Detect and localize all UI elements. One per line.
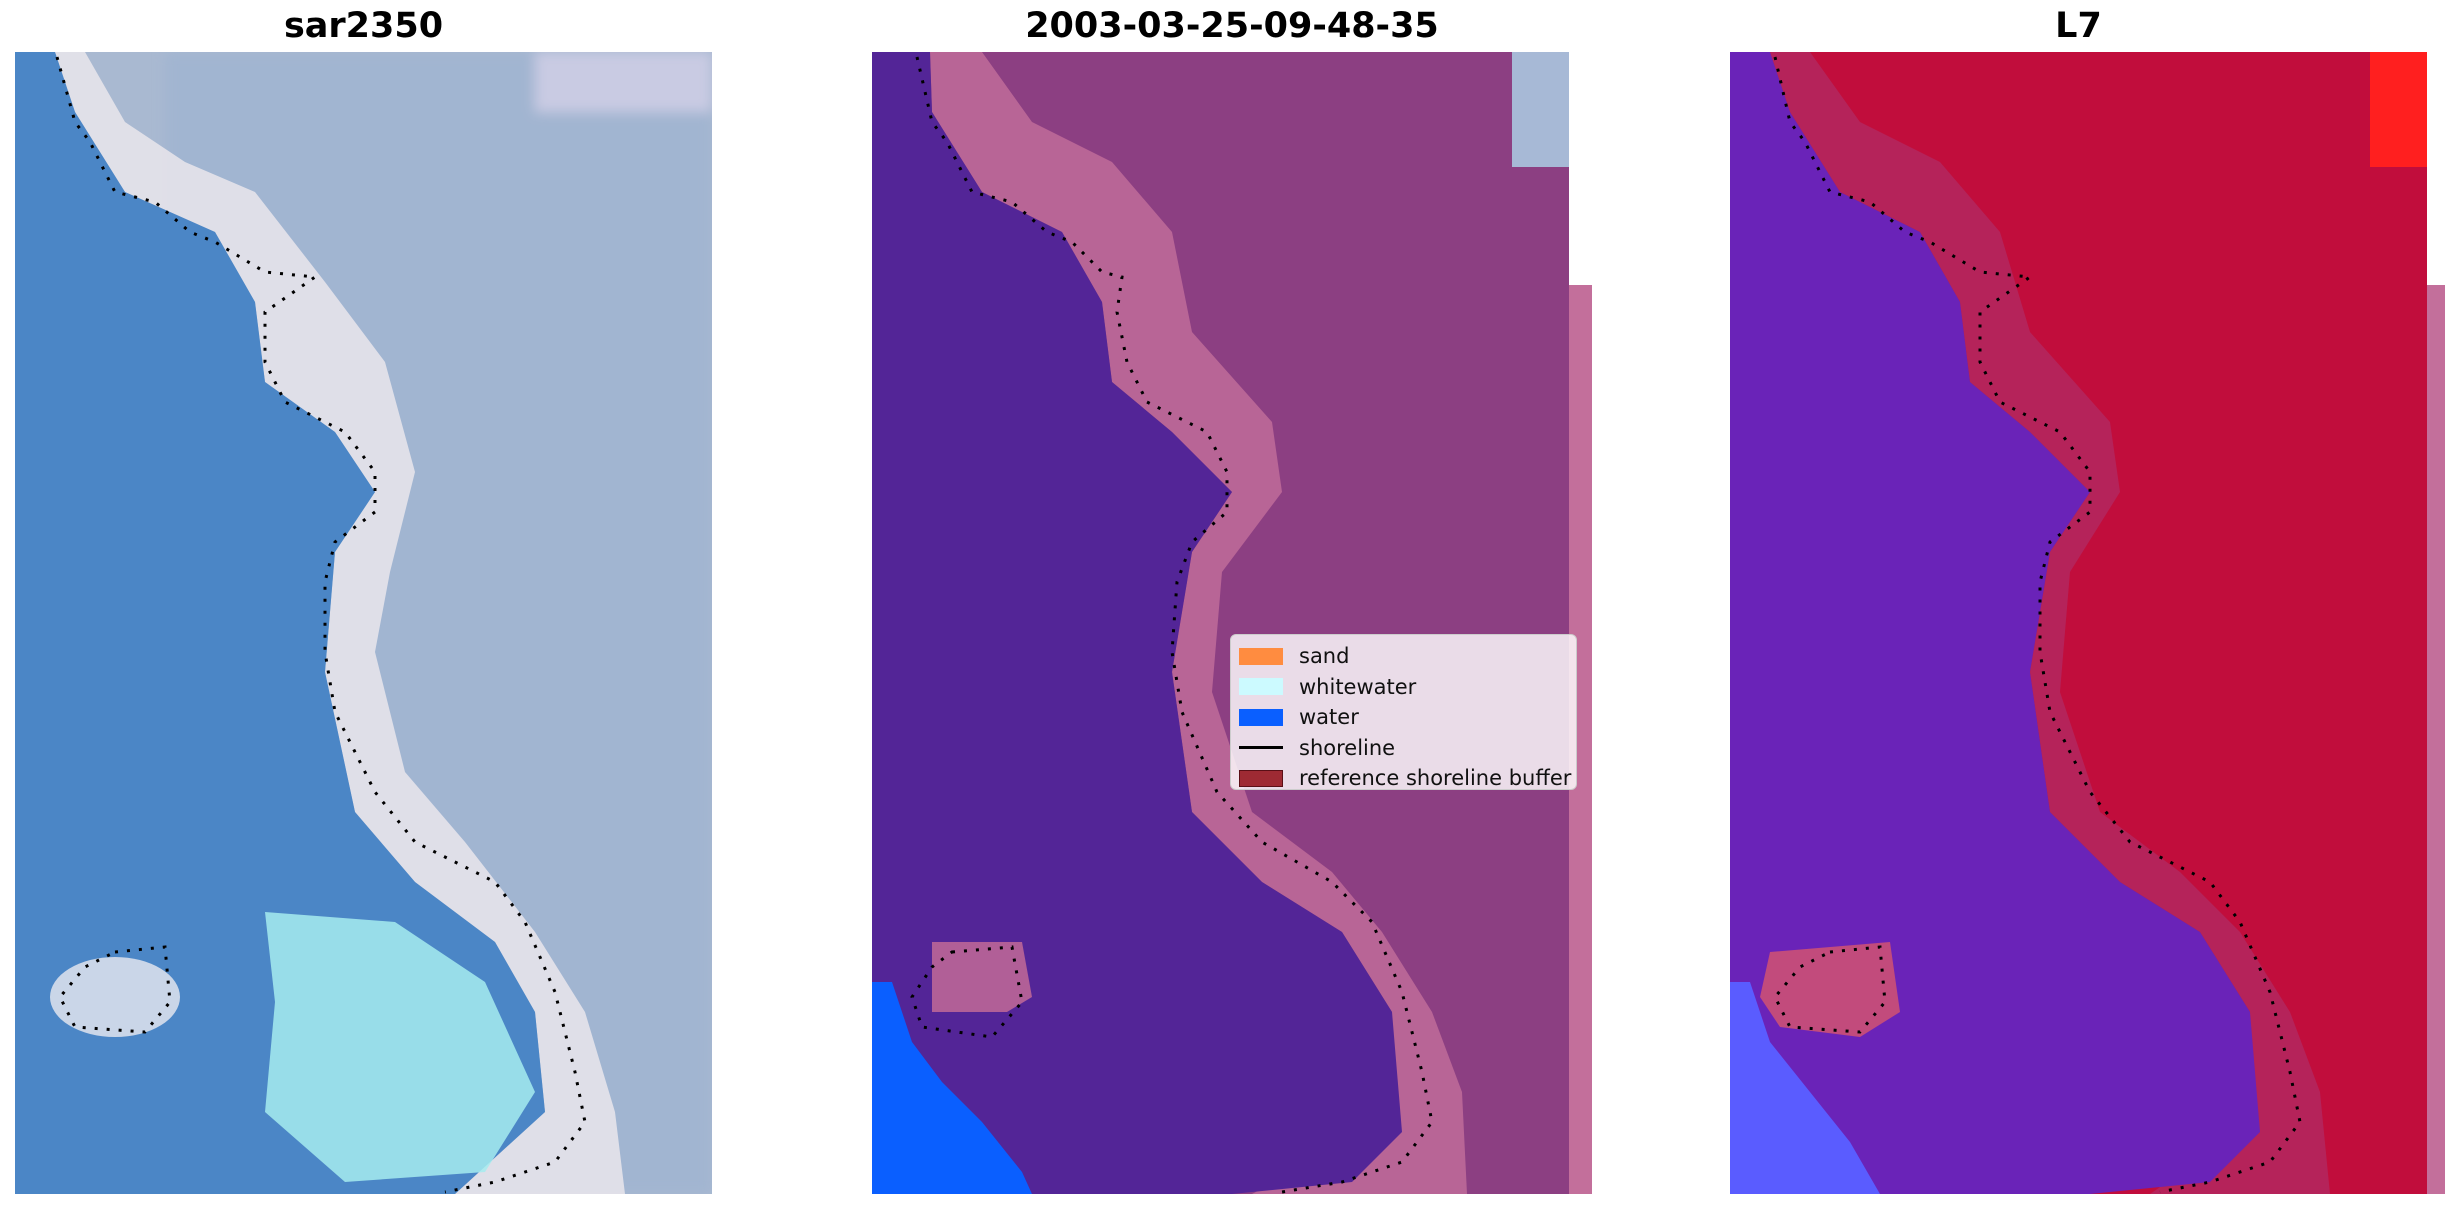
nir-bright-corner — [2370, 52, 2427, 167]
class-buffer-band — [930, 52, 1467, 1194]
legend-label: reference shoreline buffer — [1299, 766, 1572, 791]
legend-label: sand — [1299, 644, 1350, 669]
rgb-lagoon — [265, 912, 535, 1182]
rgb-water — [15, 52, 545, 1194]
nir-image-panel — [1730, 52, 2427, 1194]
panel-title-rgb: sar2350 — [283, 6, 444, 46]
rgb-shoreline — [55, 56, 587, 1194]
legend-item-sand: sand — [1239, 641, 1576, 672]
nir-bright-water — [1730, 982, 1880, 1194]
nir-image — [1730, 52, 2427, 1194]
reference-buffer-strip — [1569, 285, 1592, 1194]
class-sandbar — [932, 942, 1032, 1012]
nir-transition-band — [1770, 52, 2330, 1194]
legend-label: shoreline — [1299, 735, 1396, 760]
classified-image-panel — [872, 52, 1592, 1194]
legend-swatch-whitewater — [1239, 678, 1283, 696]
legend-label: water — [1299, 705, 1359, 730]
legend-item-whitewater: whitewater — [1239, 672, 1576, 703]
legend-swatch-reference-buffer — [1239, 769, 1283, 787]
legend-item-reference-buffer: reference shoreline buffer — [1239, 763, 1576, 794]
legend-label: whitewater — [1299, 674, 1417, 699]
nir-water — [1730, 52, 2260, 1194]
legend: sand whitewater water shoreline referenc… — [1230, 634, 1577, 790]
nir-sandbar — [1760, 942, 1900, 1037]
rgb-sandbar — [50, 957, 180, 1037]
legend-swatch-water — [1239, 708, 1283, 726]
class-water — [872, 52, 1402, 1194]
rgb-surf-zone — [55, 52, 625, 1194]
legend-swatch-sand — [1239, 647, 1283, 665]
class-whitewater-corner — [1512, 52, 1569, 167]
legend-item-water: water — [1239, 702, 1576, 733]
classified-image — [872, 52, 1592, 1194]
nir-reference-buffer-strip — [2427, 285, 2445, 1194]
nir-shoreline — [1773, 56, 2302, 1194]
panel-title-classified: 2003-03-25-09-48-35 — [1025, 6, 1439, 46]
class-open-water — [872, 982, 1032, 1194]
legend-swatch-shoreline — [1239, 746, 1283, 750]
class-shoreline — [915, 56, 1434, 1194]
rgb-image — [15, 52, 712, 1194]
legend-item-shoreline: shoreline — [1239, 733, 1576, 764]
rgb-image-panel — [15, 52, 712, 1194]
panel-title-nir: L7 — [2055, 6, 2102, 46]
